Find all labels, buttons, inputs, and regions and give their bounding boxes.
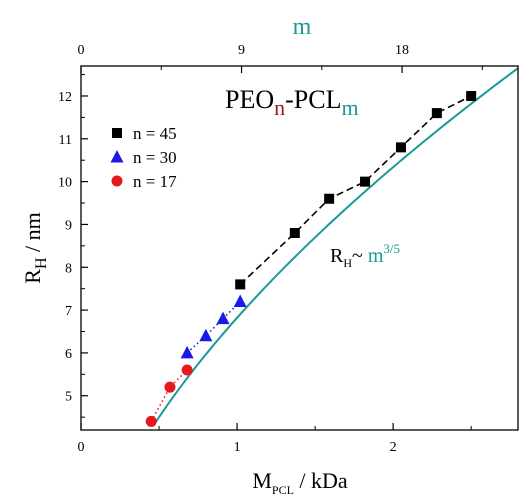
fit-annotation-main: R (330, 245, 344, 267)
x-axis-label: MPCL / kDa (252, 468, 348, 497)
legend-marker-triangle (110, 150, 124, 163)
legend-label: n = 17 (133, 172, 177, 191)
y-tick-label: 7 (65, 304, 72, 319)
y-tick-label: 8 (65, 261, 72, 276)
legend-label: n = 30 (133, 148, 177, 167)
x-tick-label: 1 (234, 440, 241, 455)
data-point-triangle (233, 294, 247, 308)
plot-frame-layer (80, 65, 519, 431)
markers-layer (145, 90, 477, 427)
top-tick-label: 0 (78, 43, 85, 58)
data-point-triangle (199, 328, 213, 342)
data-point-square (289, 228, 300, 239)
fit-annotation-sub: H (343, 256, 352, 270)
data-point-square (395, 142, 406, 153)
fit-annotation-exp: 3/5 (383, 241, 400, 256)
x-axis-label-sub: PCL (272, 483, 294, 497)
fit-curve (153, 67, 519, 425)
data-point-circle (145, 415, 157, 427)
y-tick-label: 12 (58, 90, 72, 105)
top-axis-label: m (293, 14, 312, 40)
y-axis-label: RH / nm (20, 212, 50, 283)
data-point-square (466, 90, 477, 101)
fit-annotation-m: m (368, 245, 384, 267)
legend-label: n = 45 (133, 124, 177, 143)
x-axis-label-main: M (252, 468, 272, 493)
data-point-circle (181, 364, 193, 376)
y-tick-label: 11 (59, 133, 72, 148)
data-point-square (431, 108, 442, 119)
title-peo: PEO (225, 85, 274, 114)
fit-annotation: RH~ m3/5 (330, 241, 400, 270)
data-point-triangle (216, 311, 230, 325)
y-tick-label: 10 (58, 176, 72, 191)
y-tick-label: 6 (65, 347, 72, 362)
plot-frame (80, 65, 519, 431)
legend: n = 45 n = 30 n = 17 (110, 124, 177, 191)
x-axis-label-rest: / kDa (294, 468, 348, 493)
legend-marker-square (112, 128, 122, 138)
y-axis-label-sub: H (33, 257, 50, 269)
y-axis-label-rest: / nm (20, 212, 45, 257)
title-pcl: -PCL (285, 85, 341, 114)
series-lines-layer (150, 95, 472, 422)
title-sub-n: n (274, 95, 285, 120)
data-point-circle (164, 381, 176, 393)
fit-curve-layer (153, 67, 519, 425)
fit-annotation-tilde: ~ (352, 245, 368, 267)
legend-marker-circle (111, 175, 123, 187)
data-point-triangle (180, 345, 194, 359)
data-point-square (235, 279, 246, 290)
title-sub-m: m (341, 95, 358, 120)
data-point-square (324, 193, 335, 204)
y-tick-label: 9 (65, 218, 72, 233)
top-tick-label: 9 (238, 43, 245, 58)
series-line-2 (150, 369, 188, 422)
data-point-square (360, 176, 371, 187)
y-tick-label: 5 (65, 390, 72, 405)
y-axis-label-main: R (20, 269, 45, 284)
top-tick-label: 18 (395, 43, 409, 58)
plot-title: PEOn-PCLm (225, 85, 359, 120)
x-tick-label: 2 (390, 440, 397, 455)
x-tick-label: 0 (78, 440, 85, 455)
